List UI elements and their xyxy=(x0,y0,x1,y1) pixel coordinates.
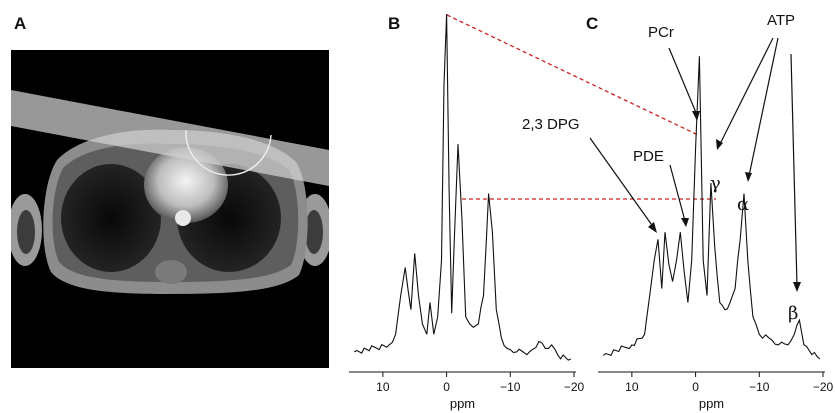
pcr-guide-line xyxy=(446,14,699,136)
spectrum-b: 10 0 −10 −20 ppm xyxy=(349,13,585,411)
gamma-label: γ xyxy=(710,173,721,194)
panel-label-a: A xyxy=(14,14,27,33)
left-arm-bone xyxy=(17,210,35,254)
pcr-label: PCr xyxy=(648,24,674,41)
x-tick-label: −10 xyxy=(749,380,770,394)
atp-beta-arrowhead xyxy=(793,282,801,292)
x-axis-title: ppm xyxy=(699,396,724,411)
pcr-arrow xyxy=(668,47,698,116)
dpg-arrow xyxy=(589,137,655,229)
x-tick-label: −20 xyxy=(564,380,585,394)
heart xyxy=(144,147,228,223)
atp-alpha-arrowhead xyxy=(745,172,752,182)
beta-label: β xyxy=(788,303,798,324)
mri-image-panel xyxy=(11,50,329,368)
panel-label-b: B xyxy=(388,14,401,33)
x-tick-label: 10 xyxy=(625,380,639,394)
x-tick-label: −20 xyxy=(813,380,834,394)
atp-beta-arrow xyxy=(790,53,798,287)
aorta xyxy=(175,210,191,226)
surface-coil-arc xyxy=(185,129,272,176)
spectrum-line-b xyxy=(353,13,572,361)
spectrum-line-c xyxy=(602,56,821,360)
saturation-band xyxy=(11,90,329,186)
right-arm-bone xyxy=(305,210,323,254)
atp-gamma-arrowhead xyxy=(716,139,723,150)
atp-alpha-arrow xyxy=(748,37,779,177)
spectrum-c: 10 0 −10 −20 ppm xyxy=(598,56,834,411)
x-tick-label: 10 xyxy=(376,380,390,394)
pcr-arrowhead xyxy=(692,111,700,121)
x-axis-title: ppm xyxy=(450,396,475,411)
axial-chest-mri-image xyxy=(11,90,329,294)
pde-arrowhead xyxy=(681,218,689,227)
dpg-label: 2,3 DPG xyxy=(522,116,580,133)
x-tick-label: 0 xyxy=(692,380,699,394)
left-lung xyxy=(61,164,161,272)
x-tick-label: −10 xyxy=(500,380,521,394)
spine xyxy=(155,260,187,284)
atp-label: ATP xyxy=(767,12,795,29)
dpg-arrowhead xyxy=(648,222,657,233)
pde-arrow xyxy=(669,164,686,222)
alpha-label: α xyxy=(737,194,749,215)
atp-gamma-arrow xyxy=(719,37,774,145)
pde-label: PDE xyxy=(633,148,664,165)
panel-label-c: C xyxy=(586,14,599,33)
x-tick-label: 0 xyxy=(443,380,450,394)
